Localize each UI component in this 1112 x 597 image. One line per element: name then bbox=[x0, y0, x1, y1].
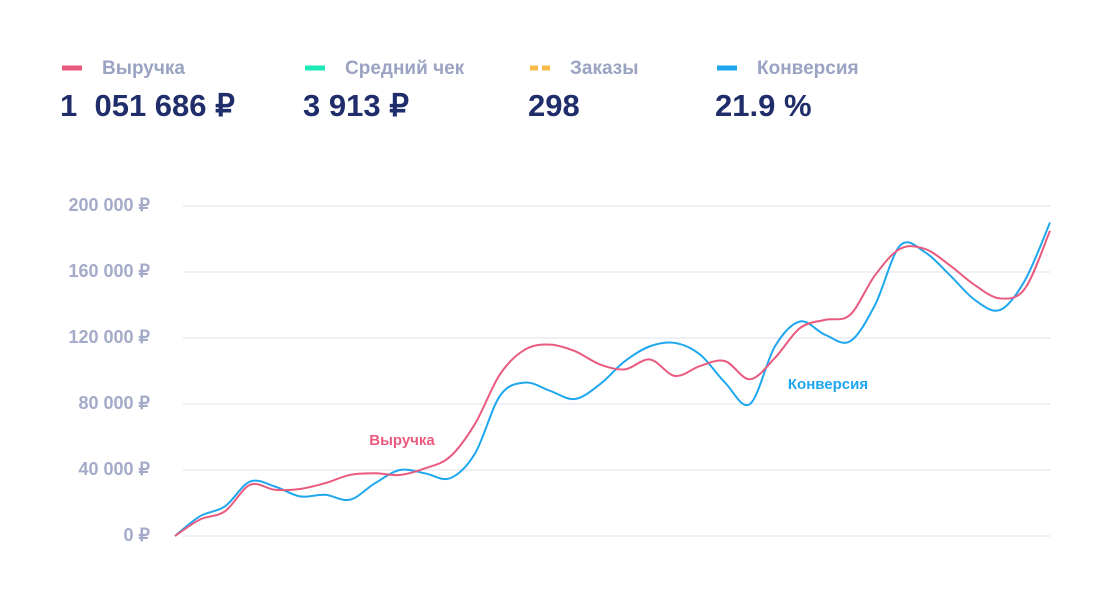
y-tick-label: 80 000 ₽ bbox=[78, 393, 150, 413]
kpi-name: Заказы bbox=[570, 58, 638, 79]
kpi-name: Конверсия bbox=[757, 58, 859, 79]
line-series bbox=[174, 230, 1051, 537]
series-label: Выручка bbox=[369, 432, 435, 449]
kpi-name: Выручка bbox=[102, 58, 185, 79]
line-series bbox=[174, 222, 1051, 537]
kpi-name: Средний чек bbox=[345, 58, 465, 79]
y-tick-label: 200 000 ₽ bbox=[68, 195, 150, 215]
y-tick-label: 120 000 ₽ bbox=[68, 327, 150, 347]
series-label: Конверсия bbox=[788, 376, 868, 393]
kpi-value: 21.9 % bbox=[715, 88, 812, 123]
kpi-value: 298 bbox=[528, 88, 580, 123]
kpi-value: 1 051 686 ₽ bbox=[60, 88, 235, 123]
y-tick-label: 0 ₽ bbox=[124, 525, 151, 545]
y-tick-label: 40 000 ₽ bbox=[78, 459, 150, 479]
kpi-value: 3 913 ₽ bbox=[303, 88, 409, 123]
y-tick-label: 160 000 ₽ bbox=[68, 261, 150, 281]
